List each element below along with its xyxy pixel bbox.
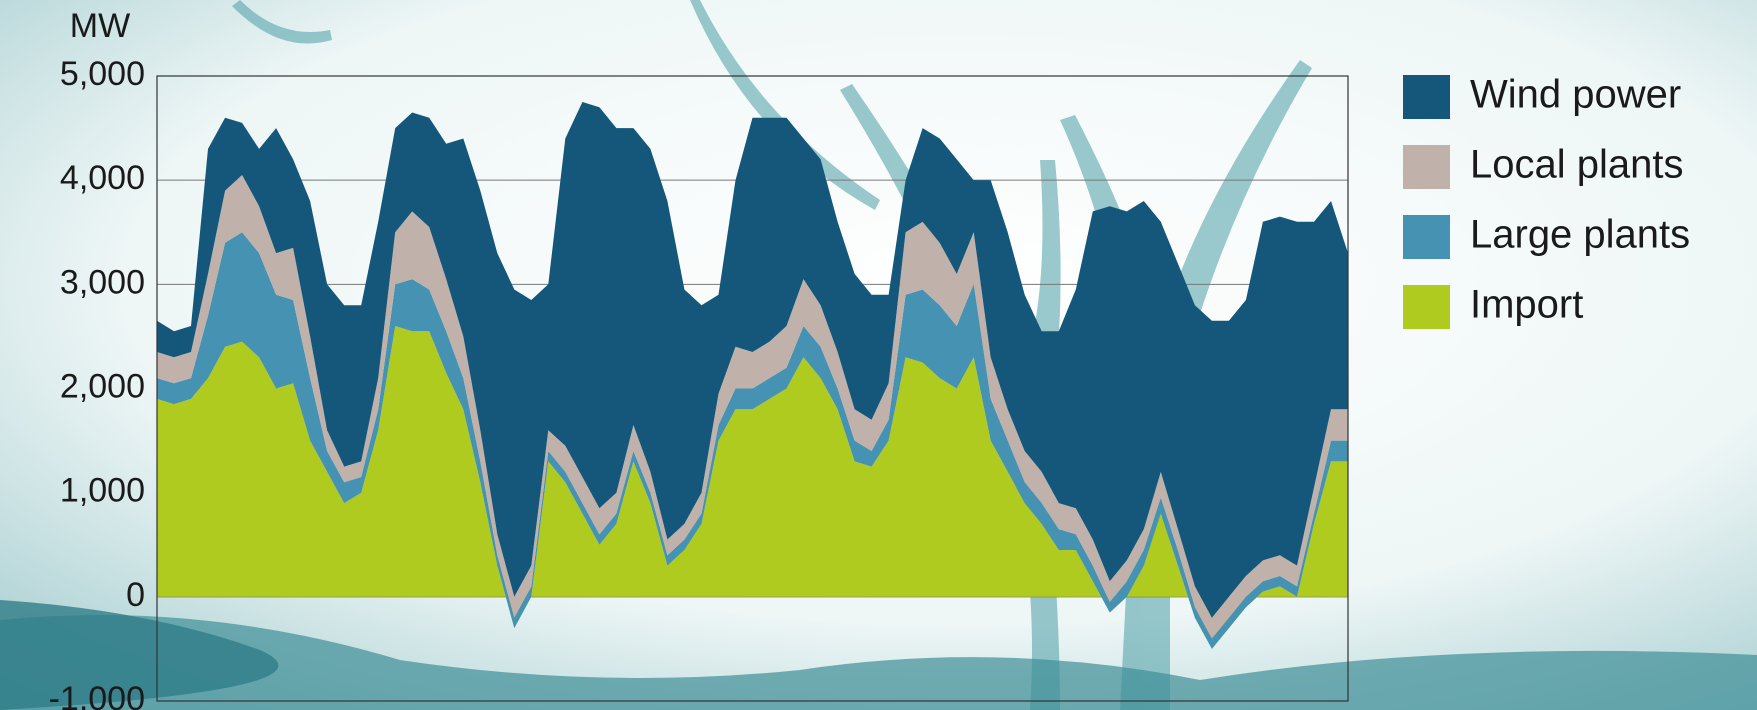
hills [0,600,279,710]
area [157,102,1348,618]
legend-label: Local plants [1470,143,1683,187]
legend: Wind power Local plants Large plants Import [1403,73,1690,329]
legend-swatch [1403,75,1450,119]
y-tick-label: -1,000 [49,680,145,710]
legend-label: Large plants [1470,213,1690,257]
y-tick-label: 3,000 [60,263,145,301]
y-tick-label: 1,000 [60,472,145,510]
areas [157,102,1348,649]
plot-frame [156,75,1349,702]
legend-swatch [1403,145,1450,189]
y-axis-label: MW [70,7,130,45]
legend-label: Wind power [1470,73,1681,117]
y-tick-label: 2,000 [60,367,145,405]
legend-swatch [1403,215,1450,259]
legend-swatch [1403,285,1450,329]
y-axis: -1,000 0 1,000 2,000 3,000 4,000 5,000 [49,55,145,710]
area [157,326,1348,649]
y-tick-label: 4,000 [60,159,145,197]
y-tick-label: 0 [126,576,145,614]
y-tick-label: 5,000 [60,55,145,93]
hills [0,615,1757,710]
legend-label: Import [1470,283,1583,327]
